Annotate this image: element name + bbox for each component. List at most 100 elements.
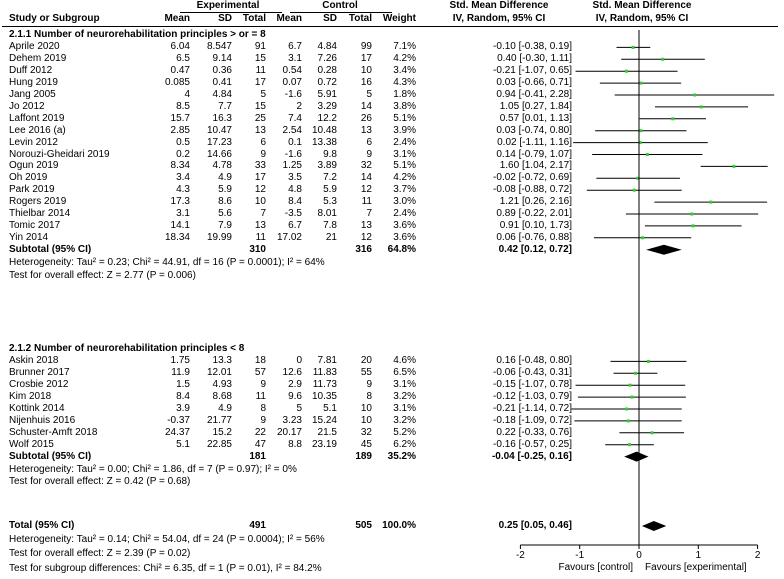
study-m2: 0.54 — [282, 65, 302, 77]
study-ci: 0.89 [-0.22, 2.01] — [496, 208, 572, 219]
study-m1: 0.2 — [176, 148, 190, 160]
study-sd1: 16.3 — [212, 112, 232, 124]
study-ci: 0.40 [-0.30, 1.11] — [497, 53, 572, 65]
subtotal-weight: 64.8% — [387, 243, 416, 255]
study-sd1: 4.9 — [218, 172, 232, 184]
study-n1: 9 — [260, 414, 266, 426]
study-m1: 17.3 — [170, 196, 190, 208]
study-m2: 2.54 — [282, 124, 302, 136]
study-0-11-point — [636, 176, 640, 180]
study-sd2: 10.35 — [311, 391, 337, 403]
study-n2: 13 — [360, 124, 372, 136]
study-m2: 9.6 — [288, 391, 302, 403]
study-n1: 11 — [255, 391, 266, 403]
study-sd2: 11.83 — [312, 367, 337, 379]
study-m2: 12.6 — [282, 367, 302, 379]
study-n1: 7 — [260, 208, 266, 219]
study-n2: 32 — [360, 426, 372, 438]
study-n2: 99 — [360, 41, 372, 53]
study-ci: 0.02 [-1.11, 1.16] — [497, 136, 572, 148]
study-w: 4.2% — [393, 172, 416, 184]
study-w: 1.8% — [393, 89, 416, 100]
study-w: 3.1% — [393, 379, 416, 391]
study-m2: 3.23 — [282, 414, 302, 426]
study-sd2: 5.1 — [323, 403, 337, 414]
study-sd2: 8.01 — [317, 208, 337, 219]
study-w: 3.4% — [393, 65, 416, 77]
study-name: Lee 2016 (a) — [9, 124, 66, 136]
study-m2: 4.8 — [288, 184, 302, 196]
study-0-1-point — [661, 57, 665, 61]
study-ci: 0.16 [-0.48, 0.80] — [496, 355, 572, 367]
study-sd2: 21.5 — [317, 426, 337, 438]
study-sd2: 0.28 — [317, 65, 337, 77]
study-n1: 33 — [254, 160, 266, 172]
study-name: Jang 2005 — [9, 89, 56, 100]
study-1-3-point — [630, 395, 634, 399]
study-sd2: 3.89 — [317, 160, 337, 172]
study-name: Park 2019 — [9, 184, 55, 196]
study-sd2: 21 — [325, 231, 337, 243]
study-sd1: 8.68 — [212, 391, 232, 403]
footer-heterogeneity: Heterogeneity: Tau² = 0.14; Chi² = 54.04… — [9, 534, 325, 545]
study-m2: 6.7 — [288, 219, 302, 231]
study-m1: 3.4 — [176, 172, 190, 184]
experimental-underline — [180, 12, 282, 13]
study-ci: -0.10 [-0.38, 0.19] — [493, 41, 572, 53]
subtotal-n2: 316 — [355, 243, 372, 255]
x-tick-label: -2 — [516, 550, 525, 561]
study-n2: 9 — [366, 379, 372, 391]
favours-experimental-label: Favours [experimental] — [645, 562, 747, 573]
study-w: 6.5% — [393, 367, 416, 379]
study-m2: 7.4 — [288, 112, 302, 124]
study-m1: 24.37 — [164, 426, 190, 438]
study-0-7-point — [639, 129, 643, 133]
study-sd1: 19.99 — [206, 231, 232, 243]
study-0-0-point — [631, 45, 635, 49]
smd-text-header: Std. Mean Difference — [449, 0, 549, 11]
overall-effect-text: Test for overall effect: Z = 2.77 (P = 0… — [9, 269, 196, 281]
study-name: Thielbar 2014 — [9, 208, 71, 219]
total-ci: 0.25 [0.05, 0.46] — [498, 520, 572, 531]
study-ci: 0.03 [-0.66, 0.71] — [496, 77, 572, 89]
study-ci: -0.21 [-1.14, 0.72] — [493, 403, 572, 414]
study-sd2: 9.8 — [323, 148, 337, 160]
study-sd1: 13.3 — [212, 355, 232, 367]
study-sd1: 21.77 — [206, 414, 232, 426]
study-ci: -0.21 [-1.07, 0.65] — [493, 65, 572, 77]
subtotal-n2: 189 — [355, 450, 372, 462]
study-sd1: 0.36 — [212, 65, 232, 77]
study-0-5-point — [699, 105, 703, 109]
study-sd1: 0.41 — [212, 77, 232, 89]
study-n1: 13 — [254, 124, 266, 136]
study-name: Aprile 2020 — [9, 41, 60, 53]
study-m1: 0.085 — [164, 77, 190, 89]
group-title-1: 2.1.2 Number of neurorehabilitation prin… — [9, 343, 245, 354]
study-0-13-point — [709, 200, 713, 204]
study-m1: 8.5 — [176, 100, 190, 112]
study-0-10-point — [732, 164, 736, 168]
mean-c-header: Mean — [276, 13, 302, 24]
study-w: 6.2% — [393, 438, 416, 450]
study-n2: 10 — [360, 65, 372, 77]
study-n1: 13 — [254, 219, 266, 231]
study-m1: 4 — [184, 89, 190, 100]
favours-control-label: Favours [control] — [559, 562, 634, 573]
study-m1: 11.9 — [171, 367, 190, 379]
study-sd2: 23.19 — [311, 438, 337, 450]
study-w: 4.3% — [393, 77, 416, 89]
study-name: Wolf 2015 — [9, 438, 54, 450]
study-m1: 8.4 — [176, 391, 190, 403]
study-w: 7.1% — [393, 41, 416, 53]
study-name: Yin 2014 — [9, 231, 49, 243]
study-1-6-point — [650, 431, 654, 435]
study-m1: 0.47 — [170, 65, 190, 77]
study-m2: 8.4 — [288, 196, 302, 208]
study-n2: 12 — [360, 231, 372, 243]
study-m1: -0.37 — [167, 414, 190, 426]
study-m2: -3.5 — [284, 208, 302, 219]
control-underline — [290, 12, 392, 13]
study-sd1: 8.6 — [218, 196, 232, 208]
study-w: 3.6% — [393, 219, 416, 231]
study-n2: 45 — [360, 438, 372, 450]
